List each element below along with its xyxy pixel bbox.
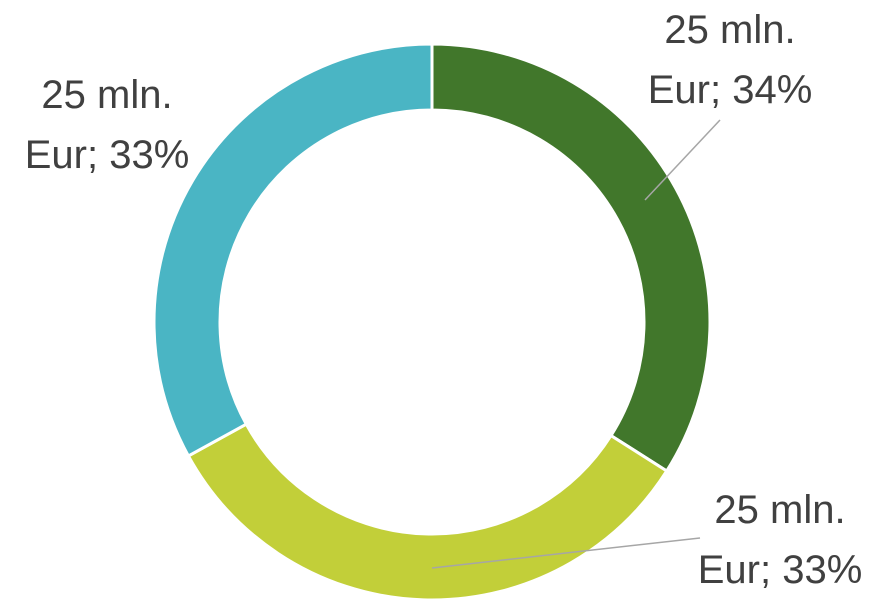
data-label: 25 mln. Eur; 34% xyxy=(647,8,813,112)
donut-segment xyxy=(186,422,669,600)
leader-line xyxy=(644,119,721,201)
data-label: 25 mln. Eur; 33% xyxy=(24,73,190,177)
leader-line xyxy=(431,537,701,569)
data-label: 25 mln. Eur; 33% xyxy=(697,488,863,592)
donut-segment xyxy=(152,42,434,458)
donut-segment xyxy=(430,42,712,474)
